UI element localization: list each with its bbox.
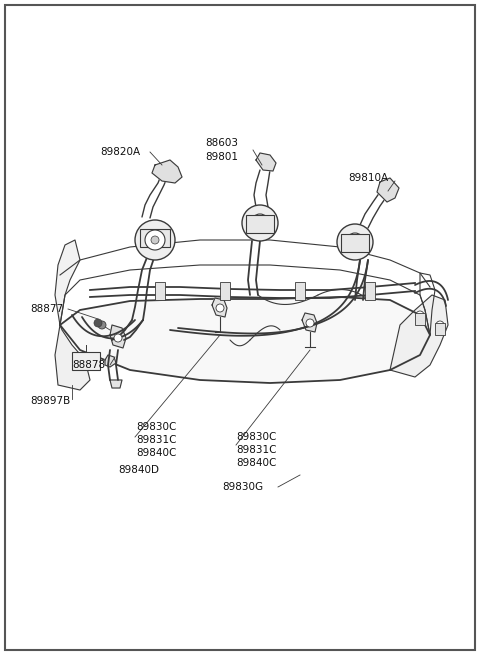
- Circle shape: [98, 321, 106, 329]
- Circle shape: [160, 166, 170, 176]
- Circle shape: [346, 233, 364, 251]
- Text: 89831C: 89831C: [236, 445, 276, 455]
- Circle shape: [135, 220, 175, 260]
- Circle shape: [163, 169, 167, 173]
- Text: 89840C: 89840C: [236, 458, 276, 468]
- Bar: [415, 313, 425, 325]
- Text: 89830C: 89830C: [136, 422, 176, 432]
- Circle shape: [416, 311, 424, 319]
- Text: 89820A: 89820A: [100, 147, 140, 157]
- Polygon shape: [212, 298, 227, 317]
- Bar: [72, 352, 100, 370]
- Circle shape: [145, 230, 165, 250]
- Text: 88603: 88603: [205, 138, 238, 148]
- Circle shape: [388, 186, 392, 190]
- Polygon shape: [152, 160, 182, 183]
- Polygon shape: [105, 355, 116, 367]
- Circle shape: [256, 219, 264, 227]
- Circle shape: [151, 236, 159, 244]
- Text: 89830G: 89830G: [222, 482, 263, 492]
- Bar: [435, 323, 445, 335]
- Bar: [220, 282, 230, 300]
- Circle shape: [251, 214, 269, 232]
- Text: 89830C: 89830C: [236, 432, 276, 442]
- Polygon shape: [110, 380, 122, 388]
- Text: 89801: 89801: [205, 152, 238, 162]
- Circle shape: [385, 183, 395, 193]
- Polygon shape: [60, 297, 430, 383]
- Bar: [140, 229, 170, 247]
- Bar: [155, 282, 165, 300]
- Circle shape: [262, 159, 266, 163]
- Circle shape: [114, 334, 122, 342]
- Polygon shape: [55, 240, 80, 325]
- Circle shape: [306, 319, 314, 327]
- Circle shape: [337, 224, 373, 260]
- Text: 89840C: 89840C: [136, 448, 176, 458]
- Bar: [246, 215, 274, 233]
- Polygon shape: [390, 295, 448, 377]
- Bar: [341, 234, 369, 252]
- Polygon shape: [377, 178, 399, 202]
- Circle shape: [242, 205, 278, 241]
- Text: 88877: 88877: [30, 304, 63, 314]
- Circle shape: [351, 238, 359, 246]
- Text: 89897B: 89897B: [30, 396, 70, 406]
- Text: 89831C: 89831C: [136, 435, 177, 445]
- Circle shape: [259, 156, 269, 166]
- Text: 88878: 88878: [72, 360, 105, 370]
- Circle shape: [216, 304, 224, 312]
- Polygon shape: [302, 313, 317, 332]
- Circle shape: [94, 319, 102, 327]
- Polygon shape: [110, 325, 126, 348]
- Polygon shape: [55, 325, 90, 390]
- FancyBboxPatch shape: [5, 5, 475, 650]
- Bar: [365, 282, 375, 300]
- Circle shape: [436, 321, 444, 329]
- Text: 89810A: 89810A: [348, 173, 388, 183]
- Polygon shape: [256, 153, 276, 171]
- Text: 89840D: 89840D: [118, 465, 159, 475]
- Bar: [295, 282, 305, 300]
